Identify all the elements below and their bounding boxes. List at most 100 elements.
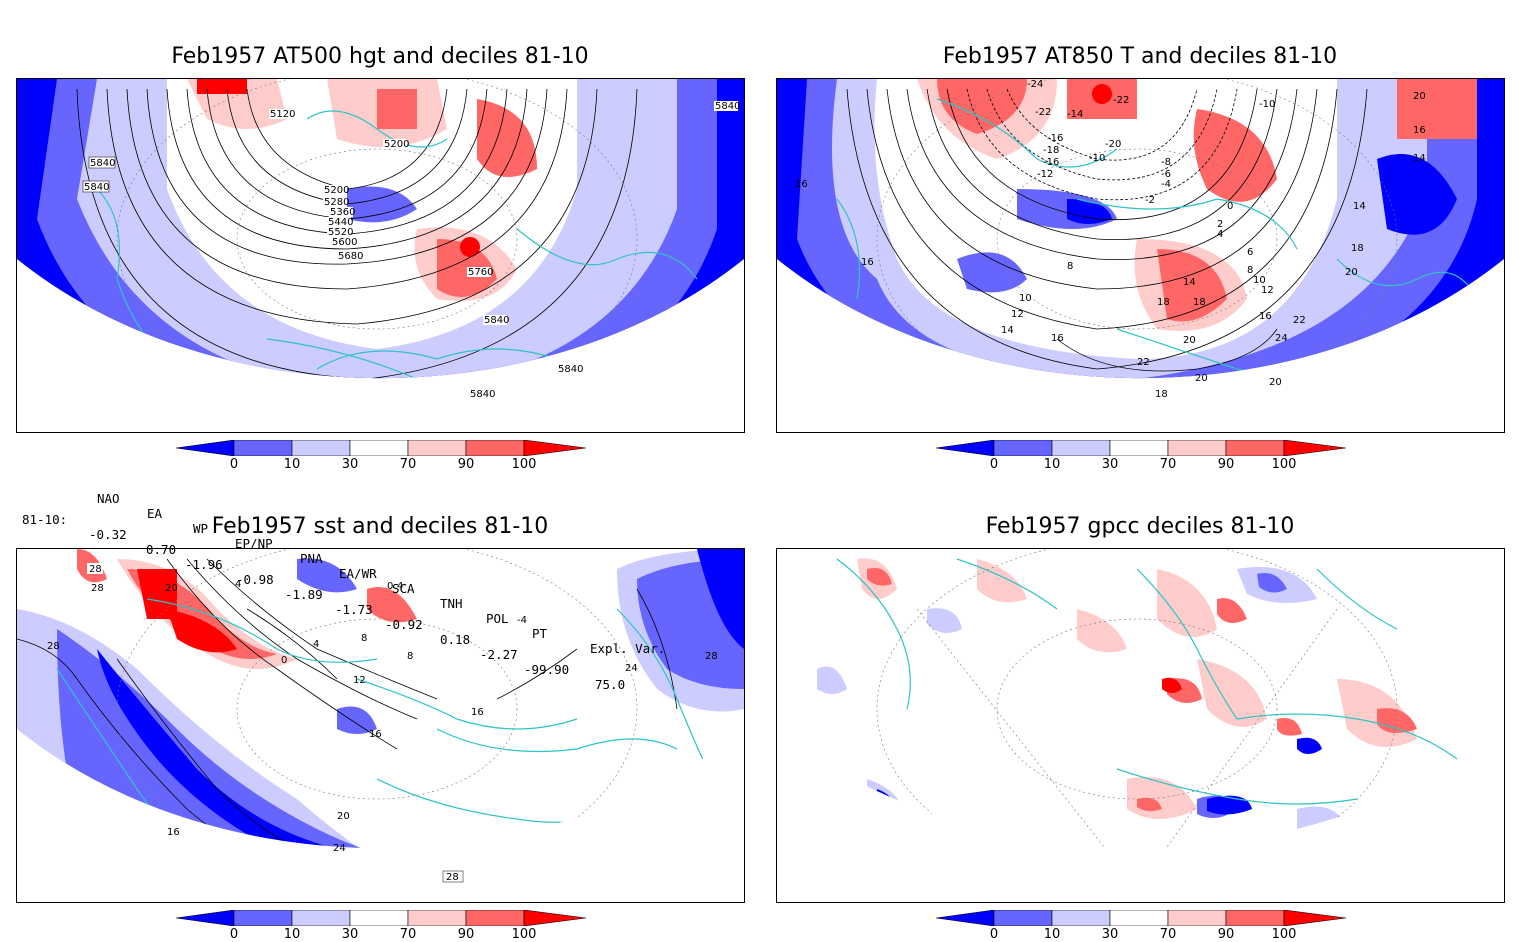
index-header: TNH bbox=[440, 596, 463, 611]
colorbar-tick-label: 10 bbox=[283, 927, 301, 942]
colorbar-tick-label: 0 bbox=[989, 457, 999, 472]
index-header: WP bbox=[193, 521, 209, 536]
colorbar-tick-label: 30 bbox=[1101, 927, 1119, 942]
t850-label: 20 bbox=[1413, 91, 1426, 102]
sst-label: 0 bbox=[387, 581, 393, 592]
index-value: -1.96 bbox=[185, 557, 223, 572]
t850-label: 16 bbox=[1259, 311, 1272, 322]
t850-label: 14 bbox=[1353, 201, 1366, 212]
t850-label: -22 bbox=[1113, 95, 1129, 106]
t850-label: -16 bbox=[1043, 157, 1059, 168]
colorbar-bin bbox=[1283, 909, 1347, 927]
t850-label: 16 bbox=[1413, 125, 1426, 136]
colorbar-bin bbox=[1167, 909, 1227, 927]
t850-label: 12 bbox=[1011, 309, 1024, 320]
colorbar-bin bbox=[175, 909, 235, 927]
t850-label: 6 bbox=[1247, 247, 1253, 258]
colorbar-tick-label: 90 bbox=[1217, 927, 1235, 942]
colorbar-tick-label: 10 bbox=[1043, 927, 1061, 942]
sst-label: 28 bbox=[47, 641, 60, 652]
sst-label: 20 bbox=[337, 811, 350, 822]
t850-label: -6 bbox=[1161, 169, 1171, 180]
t850-label: 12 bbox=[1261, 285, 1274, 296]
colorbar-bin bbox=[993, 909, 1053, 927]
hgt-label: 5760 bbox=[468, 267, 493, 278]
t850-label: 18 bbox=[1351, 243, 1364, 254]
hgt-label: 5520 bbox=[328, 227, 353, 238]
colorbar-tick-label: 100 bbox=[1271, 927, 1297, 942]
sst-label: 16 bbox=[369, 729, 382, 740]
t850-label: 10 bbox=[1019, 293, 1032, 304]
t850-label: -20 bbox=[1105, 139, 1121, 150]
t850-label: 18 bbox=[1193, 297, 1206, 308]
t850-label: 2 bbox=[1217, 219, 1223, 230]
sst-label: 0 bbox=[281, 655, 287, 666]
hgt-label: 5120 bbox=[270, 109, 295, 120]
panel-title-t850: Feb1957 AT850 T and deciles 81-10 bbox=[942, 44, 1338, 69]
colorbar-tick-label: 100 bbox=[511, 927, 537, 942]
index-header: EP/NP bbox=[235, 536, 273, 551]
hgt-label: 5840 bbox=[470, 389, 495, 400]
index-header: SCA bbox=[392, 581, 415, 596]
index-value: -0.98 bbox=[236, 572, 274, 587]
colorbar-bin bbox=[1109, 909, 1169, 927]
hgt-label: 5360 bbox=[330, 207, 355, 218]
t850-label: 14 bbox=[1413, 153, 1426, 164]
colorbar-bin bbox=[465, 439, 525, 457]
index-value: -1.73 bbox=[335, 602, 373, 617]
colorbar-tick-label: 0 bbox=[229, 457, 239, 472]
sst-label: 28 bbox=[705, 651, 718, 662]
t850-label: -12 bbox=[1037, 169, 1053, 180]
map-gpcc bbox=[776, 548, 1505, 903]
colorbar-bin bbox=[1109, 439, 1169, 457]
t850-label: 20 bbox=[1195, 373, 1208, 384]
sst-label: 4 bbox=[313, 639, 319, 650]
t850-label: 14 bbox=[1183, 277, 1196, 288]
sst-label: 28 bbox=[446, 872, 459, 883]
colorbar-tick-label: 100 bbox=[1271, 457, 1297, 472]
colorbar-bin bbox=[291, 439, 351, 457]
colorbar-bin bbox=[1225, 439, 1285, 457]
t850-label: -2 bbox=[1145, 195, 1155, 206]
t850-label: -24 bbox=[1027, 79, 1043, 90]
t850-label: 16 bbox=[861, 257, 874, 268]
t850-label: -16 bbox=[1047, 133, 1063, 144]
t850-label: 20 bbox=[1183, 335, 1196, 346]
colorbar-gpcc: 0 10 30 70 90 100 bbox=[935, 909, 1347, 942]
t850-label: -8 bbox=[1161, 157, 1171, 168]
hgt-label: 5840 bbox=[84, 182, 109, 193]
panel-title-sst: Feb1957 sst and deciles 81-10 bbox=[211, 514, 549, 539]
t850-label: 18 bbox=[1157, 297, 1170, 308]
colorbar-bin bbox=[935, 439, 995, 457]
colorbar-bin bbox=[935, 909, 995, 927]
colorbar-bin bbox=[349, 909, 409, 927]
index-header: EA bbox=[147, 506, 163, 521]
colorbar-bin bbox=[1167, 439, 1227, 457]
hgt-label: 5200 bbox=[324, 185, 349, 196]
hgt-label: 5840 bbox=[484, 315, 509, 326]
t850-label: -10 bbox=[1089, 153, 1105, 164]
index-header: POL bbox=[486, 611, 509, 626]
sst-label: 24 bbox=[333, 843, 346, 854]
colorbar-bin bbox=[407, 909, 467, 927]
colorbar-bin bbox=[523, 909, 587, 927]
t850-label: 4 bbox=[1217, 229, 1223, 240]
colorbar-tick-label: 90 bbox=[457, 457, 475, 472]
sst-label: 28 bbox=[91, 583, 104, 594]
sst-label: 8 bbox=[407, 651, 413, 662]
index-header: PNA bbox=[300, 551, 323, 566]
hgt-label: 5200 bbox=[384, 139, 409, 150]
index-value: 75.0 bbox=[595, 677, 626, 692]
t850-label: 8 bbox=[1067, 261, 1073, 272]
sst-label: 16 bbox=[471, 707, 484, 718]
colorbar-tick-label: 100 bbox=[511, 457, 537, 472]
colorbar-tick-label: 30 bbox=[1101, 457, 1119, 472]
colorbar-tick-label: 70 bbox=[1159, 457, 1177, 472]
colorbar-bin bbox=[291, 909, 351, 927]
colorbar-sst: 0 10 30 70 90 100 bbox=[175, 909, 587, 942]
hgt-label: 5680 bbox=[338, 251, 363, 262]
colorbar-bin bbox=[523, 439, 587, 457]
sst-label: 12 bbox=[353, 675, 366, 686]
colorbar-bin bbox=[233, 909, 293, 927]
index-value: 0.70 bbox=[146, 542, 177, 557]
